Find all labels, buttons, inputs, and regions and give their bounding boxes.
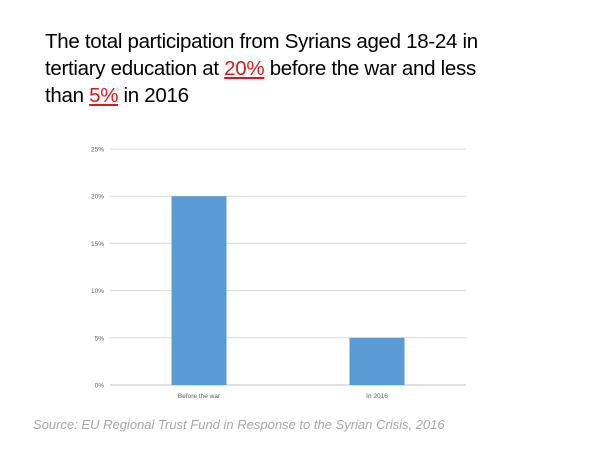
y-tick-label: 5%: [95, 335, 105, 342]
title-text: before the war and less: [264, 57, 477, 80]
y-tick-label: 25%: [91, 147, 104, 154]
bar: [171, 196, 227, 385]
slide-title: The total participation from Syrians age…: [45, 28, 478, 109]
y-tick-label: 15%: [91, 241, 104, 248]
title-line: than 5% in 2016: [45, 82, 478, 109]
y-tick-label: 20%: [91, 194, 104, 201]
title-text: than: [45, 84, 90, 107]
title-highlight: 5%: [89, 84, 119, 107]
title-text: The total participation from Syrians age…: [45, 30, 478, 53]
title-text: tertiary education at: [45, 57, 225, 80]
y-tick-label: 0%: [95, 383, 105, 390]
title-line: The total participation from Syrians age…: [45, 28, 478, 55]
title-line: tertiary education at 20% before the war…: [45, 55, 478, 82]
x-tick-label: In 2016: [366, 393, 388, 400]
source-note: Source: EU Regional Trust Fund in Respon…: [33, 417, 445, 432]
title-text: in 2016: [118, 84, 189, 107]
x-tick-label: Before the war: [178, 393, 221, 400]
y-tick-label: 10%: [91, 288, 104, 295]
title-highlight: 20%: [224, 57, 265, 80]
bar: [349, 337, 405, 385]
